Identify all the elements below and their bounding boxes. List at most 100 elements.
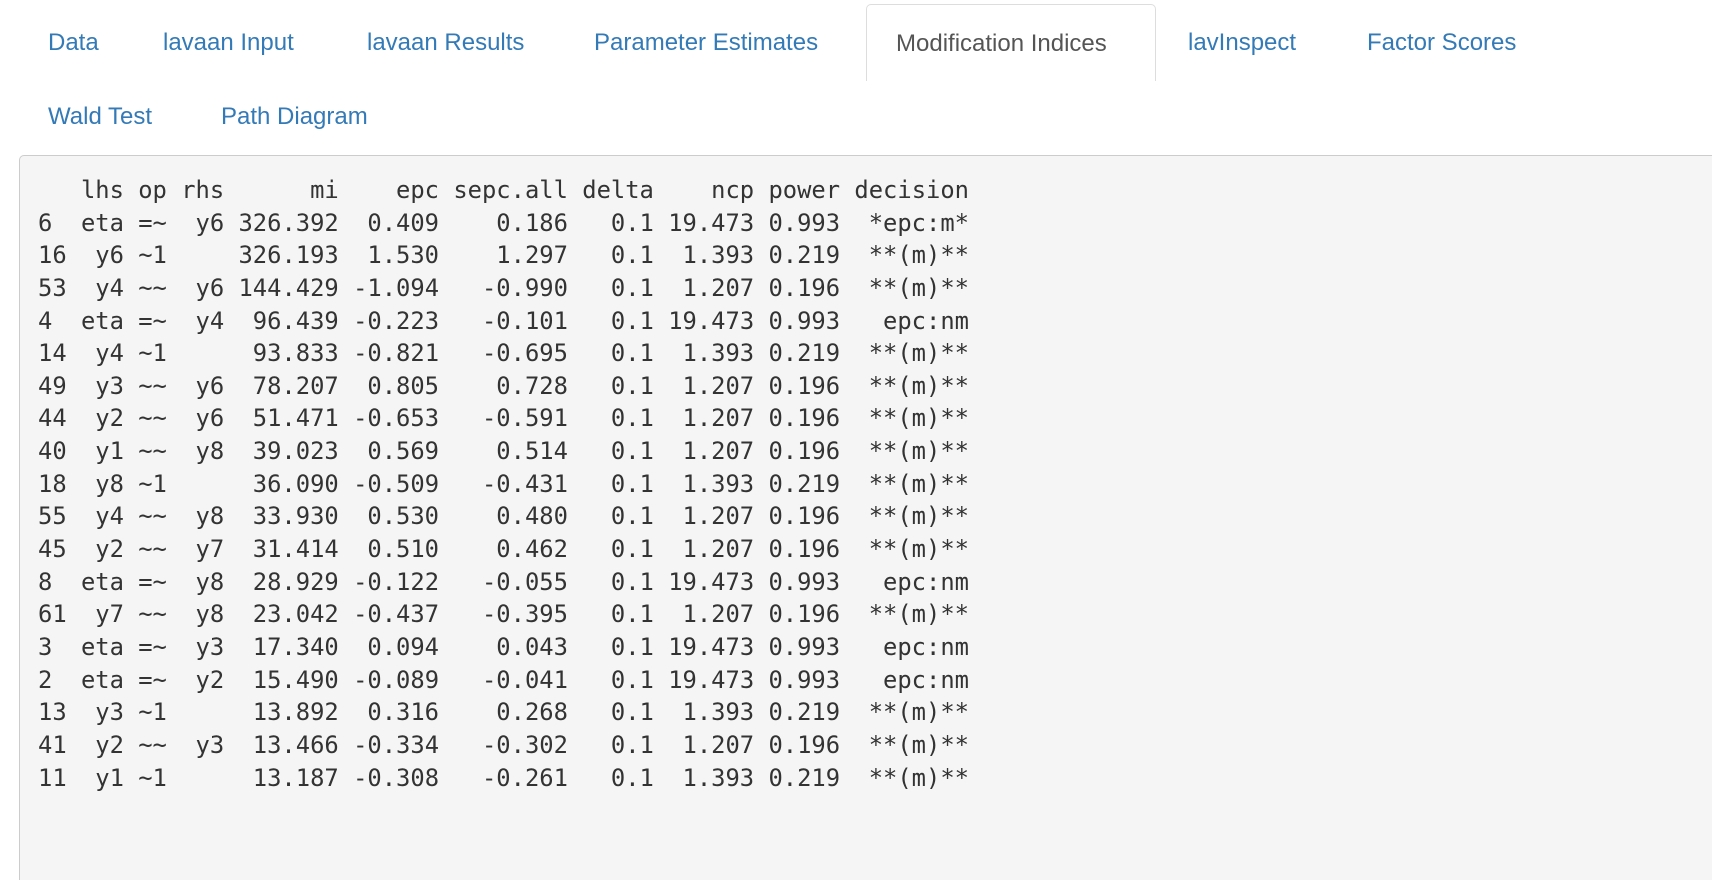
cell-power: 0.219: [768, 241, 841, 270]
modification-indices-table: lhs op rhs mi epc sepc.all delta ncp power decisi…: [38, 174, 983, 794]
tab-wald-test[interactable]: Wald Test: [48, 103, 153, 130]
cell-delta: 0.1: [610, 241, 654, 270]
tab-lavinspect[interactable]: lavInspect: [1188, 29, 1297, 56]
cell-delta: 0.1: [610, 632, 654, 661]
table-row: 6 eta =~ y6 326.392 0.409 0.186 0.1 19.473 0.993 *…: [38, 207, 983, 240]
cell-epc: -0.334: [353, 730, 440, 759]
cell-sepc-all: -0.101: [481, 306, 568, 335]
cell-epc: 0.316: [367, 698, 440, 727]
cell-rhs: y8: [195, 437, 225, 466]
cell-sepc-all: -0.302: [481, 730, 568, 759]
cell-mi: 23.042: [252, 600, 339, 629]
cell-rowname: 2: [38, 665, 53, 694]
tab-data[interactable]: Data: [48, 29, 99, 56]
tab-modification-indices[interactable]: Modification Indices: [866, 4, 1156, 81]
cell-decision: **(m)**: [868, 469, 969, 498]
cell-delta: 0.1: [610, 730, 654, 759]
cell-epc: epc: [396, 176, 440, 204]
cell-rowname: 40: [38, 437, 67, 466]
cell-mi: 31.414: [252, 535, 339, 564]
cell-sepc-all: 0.728: [496, 371, 568, 400]
cell-decision: **(m)**: [868, 763, 969, 792]
cell-mi: 36.090: [252, 469, 339, 498]
cell-sepc-all: -0.261: [481, 763, 568, 792]
cell-sepc-all: 0.480: [496, 502, 568, 531]
cell-sepc-all: -0.055: [481, 567, 568, 596]
cell-power: 0.196: [768, 600, 841, 629]
cell-mi: 17.340: [252, 632, 339, 661]
cell-op: ~1: [138, 339, 167, 368]
cell-power: 0.196: [768, 371, 841, 400]
cell-delta: 0.1: [610, 535, 654, 564]
cell-lhs: eta: [80, 632, 124, 661]
tab-path-diagram[interactable]: Path Diagram: [221, 103, 368, 130]
cell-rowname: 8: [38, 567, 53, 596]
tab-lavaan-results[interactable]: lavaan Results: [367, 29, 525, 56]
cell-ncp: 19.473: [668, 306, 755, 335]
cell-rhs: y7: [195, 535, 225, 564]
cell-delta: delta: [582, 176, 654, 204]
table-row: 8 eta =~ y8 28.929 -0.122 -0.055 0.1 19.473 0.993…: [38, 566, 983, 599]
table-row: 16 y6 ~1 326.193 1.530 1.297 0.1 1.393 0.219 **(m…: [38, 239, 983, 272]
cell-lhs: y1: [95, 437, 124, 466]
table-row: 11 y1 ~1 13.187 -0.308 -0.261 0.1 1.393 0.219 **(…: [38, 762, 983, 795]
cell-op: =~: [138, 208, 167, 237]
cell-delta: 0.1: [610, 665, 654, 694]
cell-ncp: 1.393: [682, 339, 755, 368]
cell-lhs: eta: [80, 567, 124, 596]
tab-parameter-estimates[interactable]: Parameter Estimates: [594, 29, 819, 56]
cell-op: ~~: [138, 273, 167, 302]
cell-mi: 93.833: [252, 339, 339, 368]
cell-ncp: 1.207: [682, 535, 755, 564]
cell-mi: 51.471: [252, 404, 339, 433]
cell-mi: 78.207: [252, 371, 339, 400]
cell-delta: 0.1: [610, 404, 654, 433]
cell-epc: 0.805: [367, 371, 440, 400]
modification-indices-output: lhs op rhs mi epc sepc.all delta ncp power decisi…: [19, 155, 1712, 880]
tab-label: Modification Indices: [896, 30, 1107, 57]
table-row: 44 y2 ~~ y6 51.471 -0.653 -0.591 0.1 1.207 0.196 *…: [38, 402, 983, 435]
cell-ncp: ncp: [711, 176, 755, 204]
cell-rowname: 61: [38, 600, 67, 629]
cell-epc: -0.089: [353, 665, 440, 694]
cell-rowname: 3: [38, 632, 53, 661]
cell-epc: -0.821: [353, 339, 440, 368]
cell-delta: 0.1: [610, 469, 654, 498]
cell-power: 0.219: [768, 339, 841, 368]
cell-op: ~~: [138, 502, 167, 531]
cell-lhs: y2: [95, 730, 124, 759]
cell-mi: mi: [310, 176, 339, 204]
cell-epc: -0.308: [353, 763, 440, 792]
cell-rhs: y6: [195, 208, 225, 237]
cell-delta: 0.1: [610, 437, 654, 466]
cell-epc: -0.653: [353, 404, 440, 433]
cell-power: 0.196: [768, 502, 841, 531]
cell-op: ~~: [138, 437, 167, 466]
cell-epc: 0.530: [367, 502, 440, 531]
table-row: 2 eta =~ y2 15.490 -0.089 -0.041 0.1 19.473 0.993…: [38, 664, 983, 697]
cell-sepc-all: -0.695: [481, 339, 568, 368]
cell-decision: **(m)**: [868, 371, 969, 400]
cell-lhs: y1: [95, 763, 124, 792]
cell-sepc-all: 0.043: [496, 632, 568, 661]
cell-power: 0.219: [768, 469, 841, 498]
cell-lhs: y6: [95, 241, 124, 270]
cell-sepc-all: 0.186: [496, 208, 568, 237]
cell-rowname: 53: [38, 273, 67, 302]
cell-ncp: 1.393: [682, 241, 755, 270]
cell-mi: 13.187: [252, 763, 339, 792]
cell-decision: decision: [854, 176, 970, 204]
cell-ncp: 1.393: [682, 763, 755, 792]
cell-op: op: [138, 176, 167, 204]
tab-lavaan-input[interactable]: lavaan Input: [163, 29, 294, 56]
cell-rhs: y8: [195, 502, 225, 531]
cell-decision: *epc:m*: [868, 208, 969, 237]
cell-ncp: 1.393: [682, 469, 755, 498]
cell-op: ~1: [138, 469, 167, 498]
cell-rhs: rhs: [181, 176, 225, 204]
cell-epc: -0.122: [353, 567, 440, 596]
cell-op: ~~: [138, 730, 167, 759]
cell-decision: epc:nm: [883, 665, 969, 694]
tab-factor-scores[interactable]: Factor Scores: [1367, 29, 1517, 56]
cell-ncp: 1.207: [682, 730, 755, 759]
